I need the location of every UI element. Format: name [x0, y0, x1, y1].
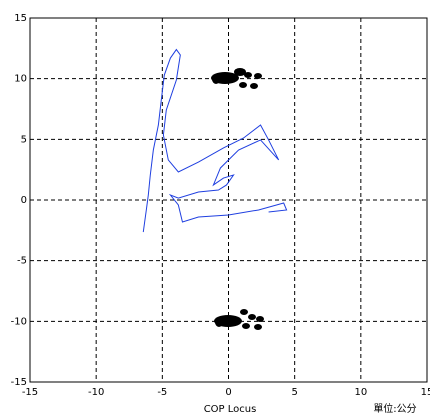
- x-tick-label: 5: [291, 387, 297, 398]
- x-axis-label: COP Locus: [204, 404, 257, 415]
- footprint-top: [211, 68, 262, 89]
- y-tick-label: 10: [14, 74, 27, 85]
- y-tick-label: 15: [14, 13, 27, 24]
- x-tick-label: -10: [88, 387, 104, 398]
- y-tick-label: -15: [11, 377, 27, 388]
- y-tick-label: -10: [11, 316, 27, 327]
- x-tick-label: -5: [157, 387, 167, 398]
- x-tick-label: -15: [22, 387, 38, 398]
- y-tick-label: 5: [21, 134, 27, 145]
- x-tick-label: 0: [225, 387, 231, 398]
- y-tick-label: -5: [17, 256, 27, 267]
- footprint-bottom: [214, 309, 264, 330]
- y-tick-label: 0: [21, 195, 27, 206]
- x-tick-label: 15: [421, 387, 430, 398]
- unit-note: 單位:公分: [373, 402, 416, 415]
- cop-trajectory: [142, 48, 288, 233]
- x-tick-label: 10: [354, 387, 367, 398]
